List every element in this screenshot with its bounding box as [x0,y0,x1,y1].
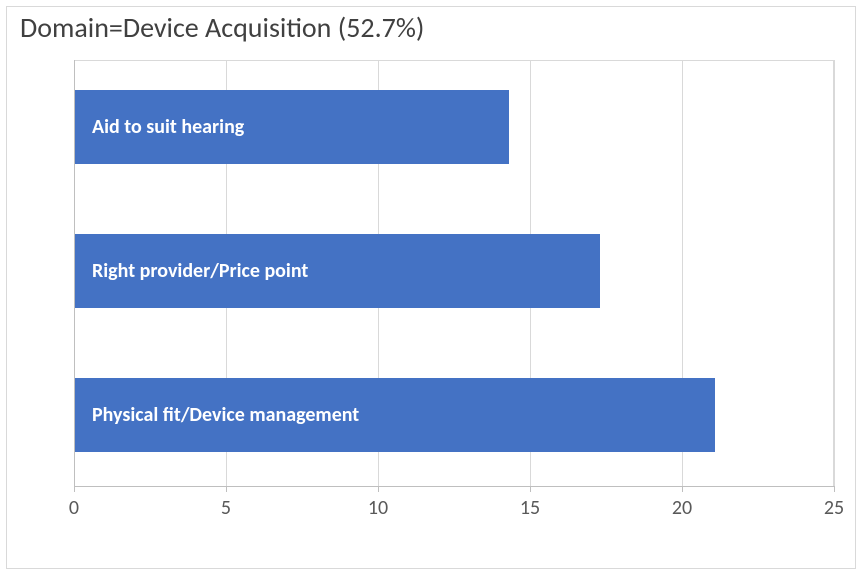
x-tick-label: 0 [69,496,79,520]
x-tick-mark [834,486,835,492]
x-tick-label: 25 [824,496,844,520]
plot-area: 0 5 10 15 20 25 Aid to suit hearing Right provi… [30,60,848,528]
y-axis-line [74,60,75,486]
x-tick-label: 10 [368,496,388,520]
chart-title: Domain=Device Acquisition (52.7%) [20,10,424,45]
bar: Aid to suit hearing [74,90,509,164]
chart-container: Domain=Device Acquisition (52.7%) 0 5 10 15… [0,0,862,575]
x-gridline [834,60,835,486]
bar: Physical fit/Device management [74,378,715,452]
x-tick-label: 5 [221,496,231,520]
bar-label: Physical fit/Device management [92,403,359,427]
x-tick-label: 20 [672,496,692,520]
x-axis-line [74,486,834,487]
x-tick-label: 15 [520,496,540,520]
bar-label: Aid to suit hearing [92,115,244,139]
bar-label: Right provider/Price point [92,259,308,283]
bar: Right provider/Price point [74,234,600,308]
